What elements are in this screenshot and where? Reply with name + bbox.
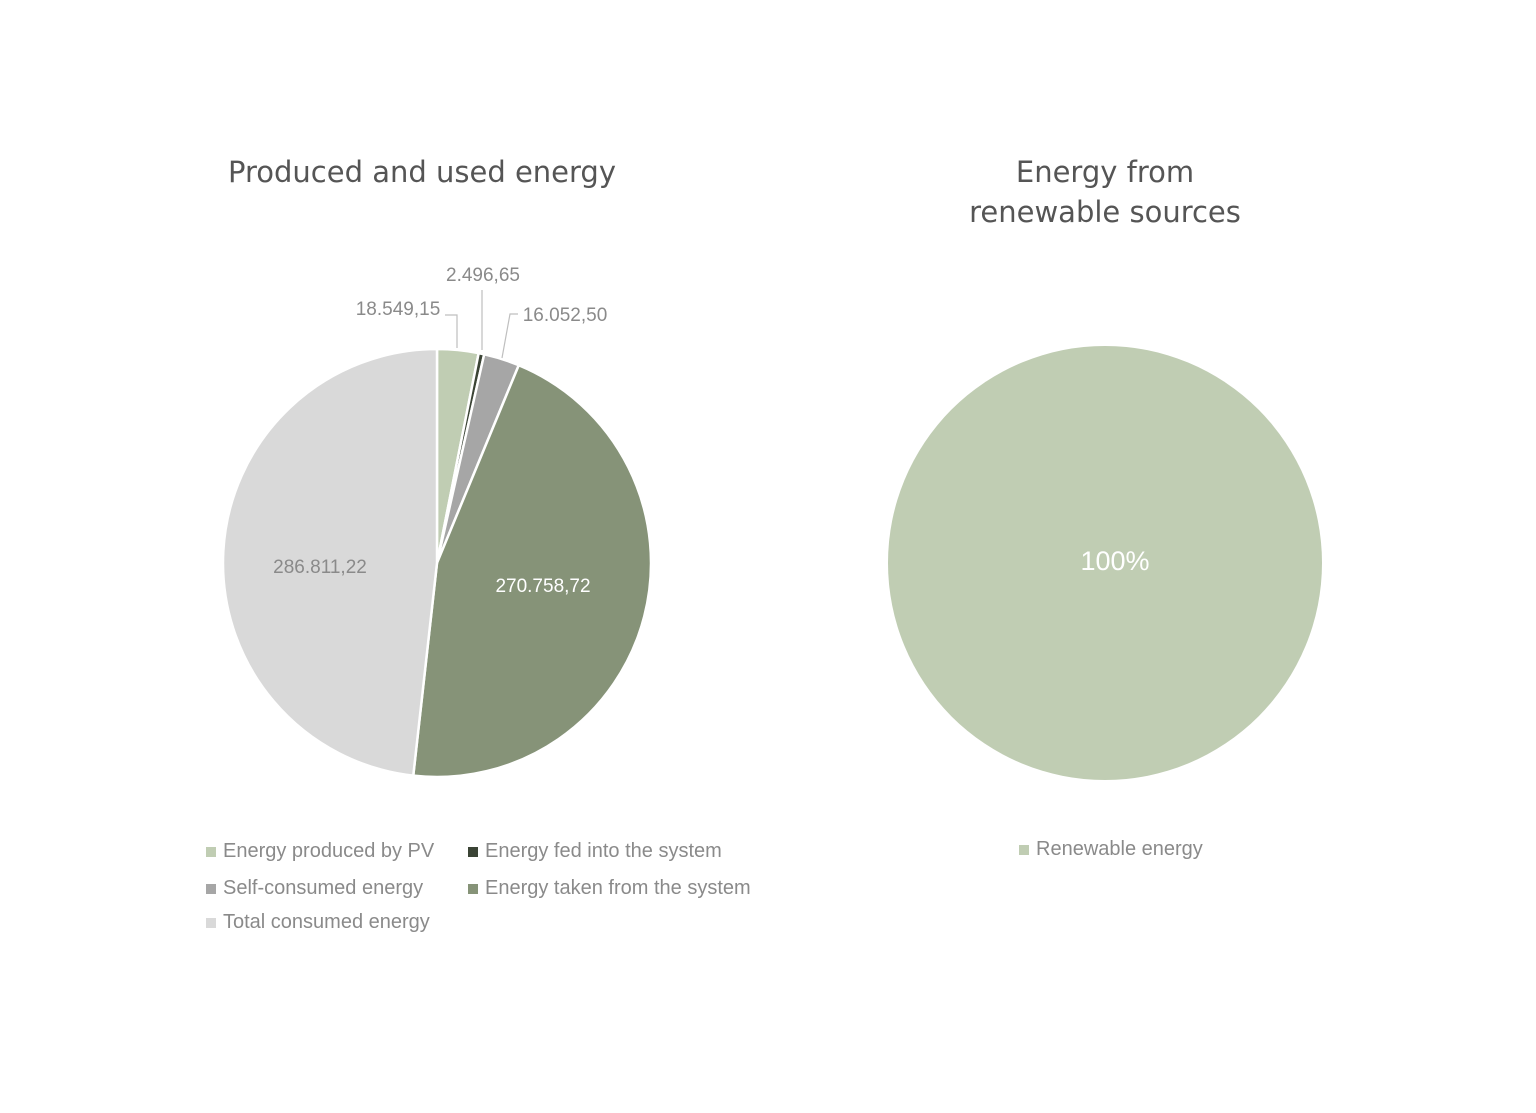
pie-slice-total-consumed-energy bbox=[221, 347, 439, 778]
legend-item-energy-taken-from-the-system: Energy taken from the system bbox=[468, 877, 751, 900]
chart-title-energy: Produced and used energy bbox=[228, 155, 616, 189]
legend-label: Renewable energy bbox=[1036, 838, 1203, 860]
legend-swatch bbox=[468, 883, 478, 894]
data-label-self-consumed-energy: 16.052,50 bbox=[523, 305, 608, 326]
legend-label: Energy fed into the system bbox=[485, 840, 722, 862]
legend-item-renewable-energy: Renewable energy bbox=[1019, 838, 1203, 861]
data-label-energy-produced-by-pv: 18.549,15 bbox=[356, 299, 441, 320]
chart-title-line-1: Energy from bbox=[1015, 155, 1195, 189]
data-label-energy-fed-into-the-system: 2.496,65 bbox=[446, 265, 520, 286]
legend-label: Self-consumed energy bbox=[223, 877, 424, 899]
data-label-total-consumed-energy: 286.811,22 bbox=[273, 557, 367, 578]
chart-title-renewable: Energy from renewable sources bbox=[855, 152, 1355, 232]
legend-swatch bbox=[206, 846, 216, 857]
data-label-energy-taken-from-the-system: 270.758,72 bbox=[495, 576, 590, 597]
legend-label: Energy taken from the system bbox=[485, 877, 751, 899]
leader-line-self-consumed-energy bbox=[501, 313, 518, 359]
pie-slice-energy-taken-from-the-system bbox=[411, 363, 653, 779]
legend-swatch bbox=[468, 846, 478, 857]
chart-title-line-2: renewable sources bbox=[969, 195, 1241, 229]
legend-item-self-consumed-energy: Self-consumed energy bbox=[206, 877, 423, 900]
data-label-renewable-energy: 100% bbox=[1080, 546, 1149, 576]
legend-item-total-consumed-energy: Total consumed energy bbox=[206, 911, 430, 934]
legend-swatch bbox=[206, 883, 216, 894]
pie-chart-renewable: 100% bbox=[888, 346, 1322, 780]
legend-swatch bbox=[1019, 844, 1029, 855]
legend-label: Energy produced by PV bbox=[223, 840, 435, 862]
pie-slice-renewable-energy bbox=[888, 346, 1322, 780]
legend-item-energy-produced-by-pv: Energy produced by PV bbox=[206, 840, 434, 863]
legend-swatch bbox=[206, 917, 216, 928]
legend-label: Total consumed energy bbox=[223, 911, 430, 933]
legend-item-energy-fed-into-the-system: Energy fed into the system bbox=[468, 840, 722, 863]
leader-line-energy-produced-by-pv bbox=[445, 314, 458, 348]
